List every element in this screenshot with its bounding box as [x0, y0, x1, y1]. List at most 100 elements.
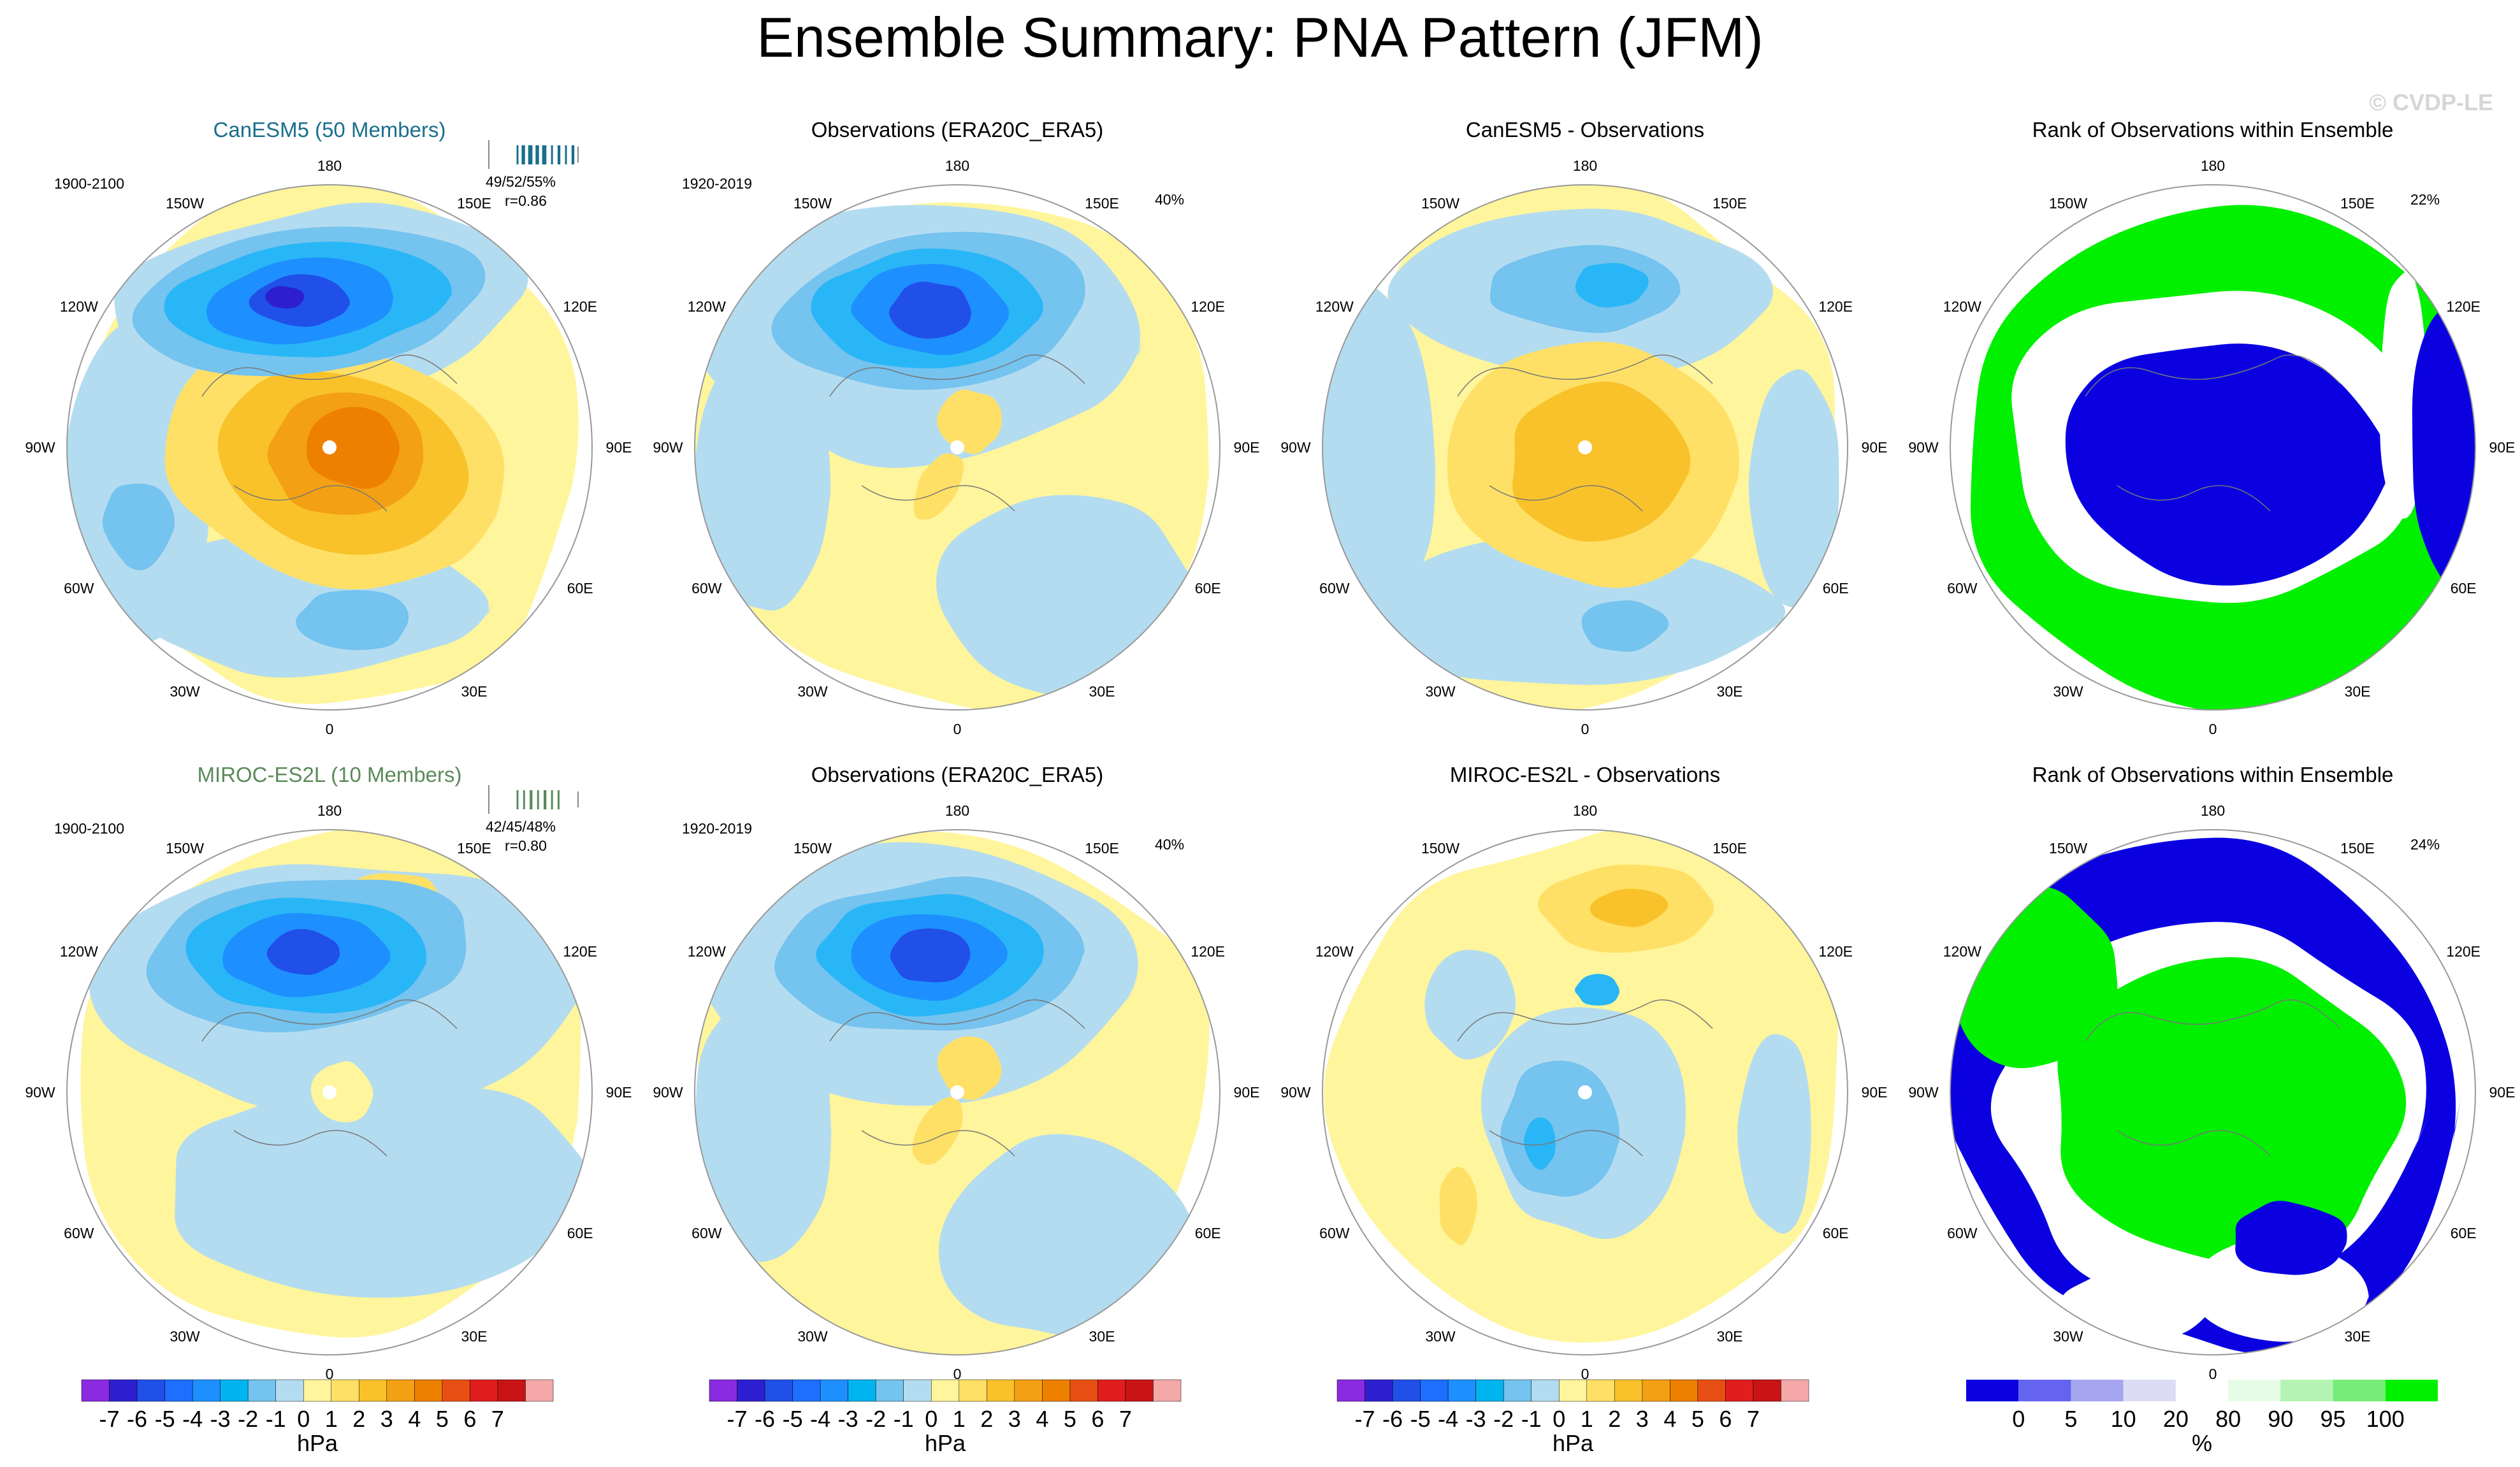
anomaly-contour [1439, 1167, 1478, 1246]
longitude-label: 120E [1191, 943, 1225, 960]
longitude-label: 30W [170, 683, 200, 700]
colorbar-label: -3 [1466, 1406, 1486, 1432]
longitude-label: 150E [1713, 840, 1747, 856]
anomaly-contour [695, 974, 832, 1262]
colorbar-label: -4 [1438, 1406, 1458, 1432]
longitude-label: 90E [1862, 1084, 1888, 1101]
colorbar-swatch [1753, 1379, 1781, 1402]
panel-title: Observations (ERA20C_ERA5) [811, 118, 1104, 141]
coastline [201, 999, 458, 1157]
longitude-label: 120E [1191, 298, 1225, 315]
colorbar-swatch [1420, 1379, 1449, 1402]
colorbar-swatch [1531, 1379, 1560, 1402]
anomaly-contour [1748, 369, 1839, 608]
colorbar-units: % [2192, 1430, 2212, 1456]
anomaly-contour [175, 1078, 592, 1298]
colorbar-swatch [959, 1379, 987, 1402]
longitude-label: 120E [563, 943, 597, 960]
coastline [829, 354, 1085, 512]
anomaly-contour [937, 1036, 1002, 1100]
colorbar-swatch [359, 1379, 387, 1402]
anomaly-contour [1575, 263, 1649, 308]
colorbar-swatch [525, 1379, 554, 1402]
colorbar-label: -1 [894, 1406, 914, 1432]
longitude-label: 60W [1319, 1225, 1350, 1241]
longitude-label: 150E [1085, 195, 1119, 212]
pole-marker [322, 1085, 337, 1099]
colorbar-swatch [275, 1379, 304, 1402]
colorbar-label: -7 [727, 1406, 748, 1432]
colorbar-hpa-3: -7 -6 -5 -4 -3 -2 -1 0 1 2 3 4 5 6 7 hPa [1336, 1379, 1809, 1456]
colorbar-label: -5 [783, 1406, 803, 1432]
longitude-label: 150E [2340, 840, 2375, 856]
longitude-label: 90W [25, 1084, 55, 1101]
longitude-label: 60W [692, 1225, 722, 1241]
member-tick-strip [488, 785, 579, 814]
colorbar-swatch [1392, 1379, 1421, 1402]
longitude-label: 150E [2340, 195, 2375, 212]
panel-title: MIROC-ES2L (10 Members) [197, 763, 462, 786]
colorbar-label: -1 [266, 1406, 286, 1432]
colorbar-label: 7 [1119, 1406, 1132, 1432]
coastline [2085, 999, 2341, 1157]
colorbar-swatch [1125, 1379, 1154, 1402]
anomaly-contour [1512, 381, 1695, 542]
colorbar-label: -7 [99, 1406, 120, 1432]
longitude-label: 60E [567, 580, 593, 596]
colorbar-label: 80 [2215, 1406, 2241, 1432]
longitude-label: 60E [1823, 580, 1849, 596]
colorbar-rank: 0 5 10 20 80 90 95 100% [1966, 1380, 2438, 1456]
longitude-label: 120W [1943, 298, 1981, 315]
longitude-label: 120W [1315, 943, 1354, 960]
period-label: 1920-2019 [682, 175, 752, 192]
colorbar-label: -2 [238, 1406, 258, 1432]
coastline [201, 354, 458, 512]
longitude-label: 30W [2053, 683, 2083, 700]
longitude-label: 150W [166, 840, 204, 856]
colorbar-hpa-2: -7 -6 -5 -4 -3 -2 -1 0 1 2 3 4 5 6 7 hPa [709, 1379, 1182, 1456]
coastline [1457, 999, 1713, 1157]
colorbar-label: 0 [925, 1406, 938, 1432]
colorbar-label: -7 [1355, 1406, 1375, 1432]
anomaly-contour [1322, 287, 1436, 612]
colorbar-label: 10 [2111, 1406, 2136, 1432]
colorbar-label: 5 [1064, 1406, 1076, 1432]
colorbar-swatch [1697, 1379, 1726, 1402]
anomaly-contour [67, 322, 212, 642]
polar-map-panel: 180 150E 120E 90E 60E 30E 0 30W 60W 90W 120W 150W [25, 157, 632, 737]
panel-title: Observations (ERA20C_ERA5) [811, 763, 1104, 786]
panel-title: MIROC-ES2L - Observations [1449, 763, 1721, 786]
pattern-percent: 22% [2410, 191, 2440, 208]
map-boundary [1950, 184, 2476, 711]
longitude-label: 180 [945, 157, 969, 174]
pattern-percent: 40% [1155, 836, 1185, 853]
longitude-label: 120E [1818, 943, 1853, 960]
colorbar-swatch [1586, 1379, 1615, 1402]
longitude-label: 30E [1717, 683, 1743, 700]
colorbar-units: hPa [297, 1430, 338, 1456]
colorbar-label: -6 [755, 1406, 775, 1432]
colorbar-label: -4 [182, 1406, 203, 1432]
longitude-label: 150W [793, 195, 832, 212]
longitude-label: 150E [457, 840, 491, 856]
longitude-label: 0 [326, 1366, 334, 1382]
colorbar-label: -3 [838, 1406, 858, 1432]
watermark: © CVDP-LE [2369, 89, 2493, 115]
colorbar-swatch [820, 1379, 848, 1402]
colorbar-label: -2 [865, 1406, 886, 1432]
anomaly-contour [1357, 537, 1797, 685]
longitude-label: 0 [326, 721, 334, 737]
colorbar-swatch [192, 1379, 221, 1402]
colorbar-swatch [81, 1379, 110, 1402]
longitude-label: 90W [25, 439, 55, 456]
colorbar-label: 5 [436, 1406, 449, 1432]
colorbar-label: 6 [1091, 1406, 1104, 1432]
longitude-label: 90E [2489, 439, 2516, 456]
colorbar-hpa-1: -7 -6 -5 -4 -3 -2 -1 0 1 2 3 4 5 6 7 hPa [81, 1379, 554, 1456]
longitude-label: 30E [461, 1328, 488, 1345]
anomaly-contour [295, 589, 410, 651]
colorbar-swatch [2071, 1380, 2124, 1401]
longitude-label: 0 [953, 1366, 962, 1382]
map-boundary [1322, 829, 1848, 1355]
anomaly-contour [913, 453, 964, 520]
